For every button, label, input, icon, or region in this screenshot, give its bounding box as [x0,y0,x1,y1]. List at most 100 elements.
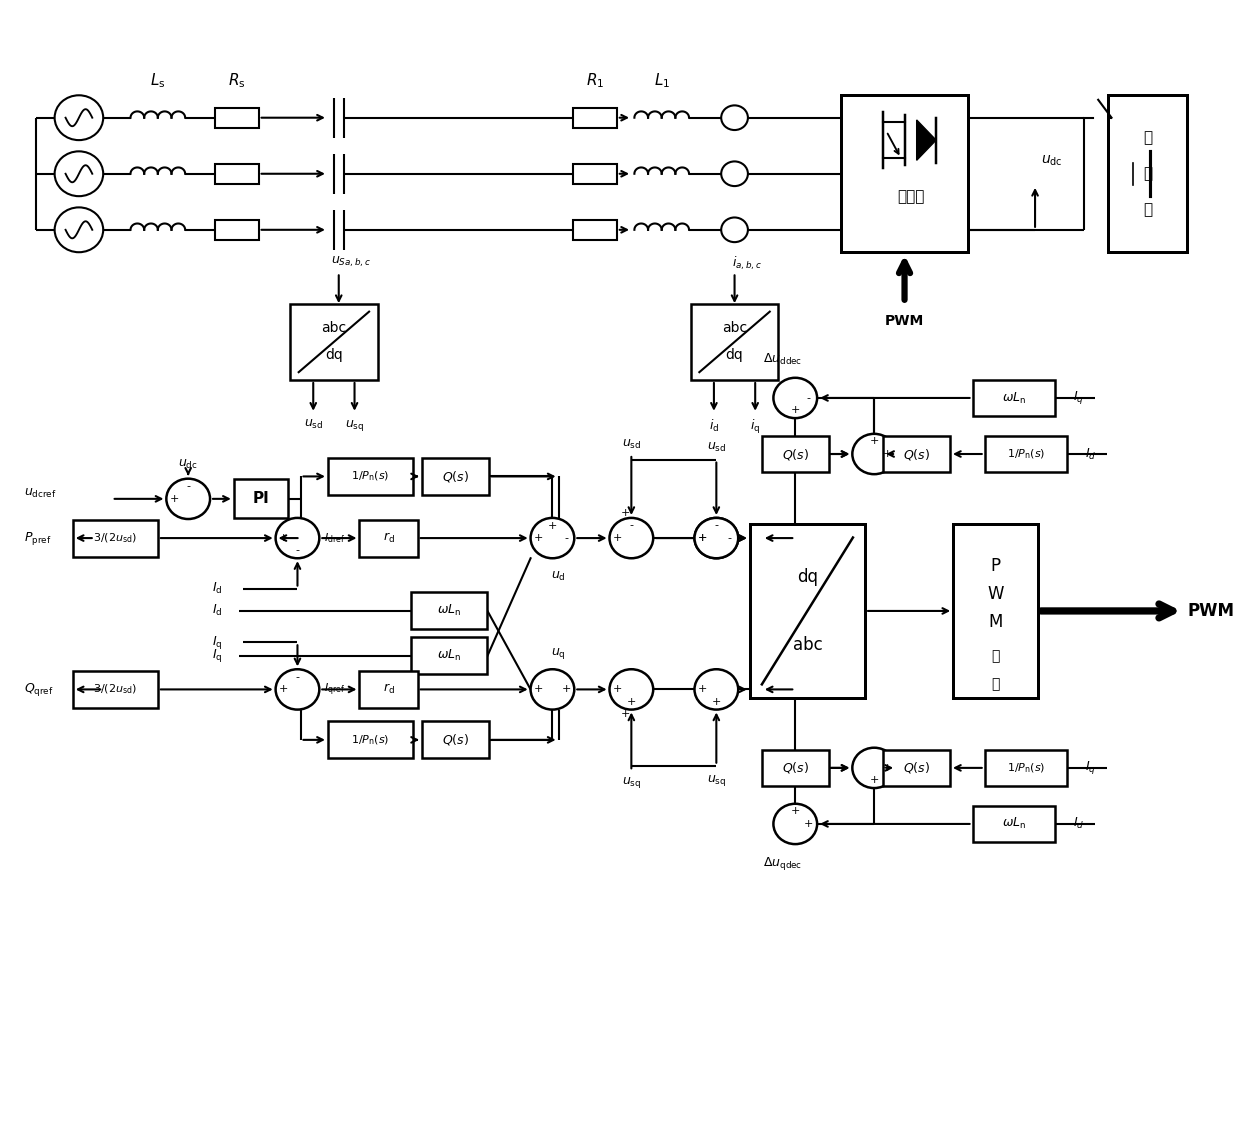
Text: $u_{Sa,b,c}$: $u_{Sa,b,c}$ [331,254,371,269]
Bar [410,637,487,674]
Text: +: + [562,685,570,694]
Text: PWM: PWM [885,314,924,327]
Text: +: + [613,534,622,543]
Text: +: + [791,806,800,816]
Bar [954,525,1038,697]
Bar [410,592,487,630]
Text: +: + [170,494,180,503]
Text: abc: abc [722,322,748,335]
Text: $u_{\rm sd}$: $u_{\rm sd}$ [621,437,641,451]
Text: -: - [630,520,634,530]
Text: -: - [295,671,300,682]
Text: 制: 制 [992,677,999,691]
Circle shape [774,378,817,418]
Text: $I_d$: $I_d$ [1074,816,1085,832]
Text: dq: dq [797,568,818,586]
Text: +: + [534,534,543,543]
Text: $R_{\rm s}$: $R_{\rm s}$ [228,71,246,90]
Text: $\omega L_{\rm n}$: $\omega L_{\rm n}$ [438,648,461,664]
Text: $1/P_{\rm n}(s)$: $1/P_{\rm n}(s)$ [351,470,389,483]
Text: -: - [714,520,718,530]
Bar [985,750,1068,786]
Text: $\omega L_{\rm n}$: $\omega L_{\rm n}$ [1002,390,1025,406]
Text: abc: abc [321,322,346,335]
Text: $i_{a,b,c}$: $i_{a,b,c}$ [732,254,761,272]
Circle shape [722,217,748,242]
Text: +: + [626,697,636,707]
Bar [360,670,418,708]
Text: $u_{\rm dcref}$: $u_{\rm dcref}$ [25,487,57,500]
Circle shape [610,518,653,558]
Circle shape [722,105,748,130]
Text: +: + [712,697,720,707]
Text: $u_{\rm sq}$: $u_{\rm sq}$ [345,418,365,433]
Text: +: + [613,685,622,694]
Text: $P_{\rm pref}$: $P_{\rm pref}$ [25,529,52,547]
Text: abc: abc [792,636,822,654]
Circle shape [694,518,738,558]
Circle shape [275,669,320,710]
Text: +: + [279,534,289,543]
Text: $Q_{\rm qref}$: $Q_{\rm qref}$ [25,680,55,698]
Text: dq: dq [725,349,744,362]
Text: $I_q$: $I_q$ [1074,389,1084,407]
Text: $I_{\rm q}$: $I_{\rm q}$ [212,647,223,665]
Text: $Q(s)$: $Q(s)$ [781,760,808,776]
Bar [215,108,259,128]
Bar [761,750,828,786]
Text: $i_{\rm d}$: $i_{\rm d}$ [709,418,719,434]
Circle shape [610,669,653,710]
Text: +: + [804,819,813,828]
Circle shape [694,669,738,710]
Text: $R_1$: $R_1$ [585,71,604,90]
Text: $I_d$: $I_d$ [1085,446,1096,462]
Bar [73,670,157,708]
Text: $u_{\rm sd}$: $u_{\rm sd}$ [707,441,725,454]
Text: $I_{\rm q}$: $I_{\rm q}$ [212,633,223,651]
Text: +: + [620,710,630,719]
Text: +: + [883,763,893,772]
Text: $u_{\rm q}$: $u_{\rm q}$ [551,647,565,661]
Circle shape [722,161,748,186]
Text: $u_{\rm sq}$: $u_{\rm sq}$ [707,773,725,788]
Text: $Q(s)$: $Q(s)$ [903,760,930,776]
Bar [73,519,157,556]
Text: $u_{\rm dc}$: $u_{\rm dc}$ [179,457,198,471]
Circle shape [531,669,574,710]
Text: +: + [869,776,879,786]
Text: $\Delta u_{\rm q}$: $\Delta u_{\rm q}$ [904,770,928,788]
Text: $Q(s)$: $Q(s)$ [903,446,930,462]
Text: 调: 调 [992,649,999,663]
Bar [573,108,616,128]
Text: -: - [295,546,300,556]
Text: +: + [279,685,289,694]
Circle shape [774,804,817,844]
Text: PI: PI [253,491,269,507]
Bar [1107,95,1187,252]
Bar [290,304,378,380]
Text: P: P [991,557,1001,575]
Text: +: + [883,450,893,458]
Bar [972,806,1055,842]
Bar [360,519,418,556]
Text: +: + [548,520,557,530]
Bar [573,220,616,240]
Bar [422,722,489,758]
Text: $i_{\rm q}$: $i_{\rm q}$ [750,418,760,436]
Text: +: + [698,534,708,543]
Text: $I_{\rm d}$: $I_{\rm d}$ [212,603,223,619]
Bar [327,722,413,758]
Text: $3/(2u_{\rm sd})$: $3/(2u_{\rm sd})$ [93,683,138,696]
Circle shape [275,518,320,558]
Text: $I_{\rm dref}$: $I_{\rm dref}$ [324,531,345,545]
Bar [761,436,828,472]
Text: $I_q$: $I_q$ [1085,759,1096,777]
Circle shape [55,95,103,140]
Text: +: + [620,509,630,518]
Text: dq: dq [325,349,342,362]
Polygon shape [916,120,936,160]
Text: $\Delta u_{\rm ddec}$: $\Delta u_{\rm ddec}$ [764,352,802,367]
Text: M: M [988,613,1003,631]
Text: $I_{\rm qref}$: $I_{\rm qref}$ [324,682,345,697]
Text: -: - [186,481,190,491]
